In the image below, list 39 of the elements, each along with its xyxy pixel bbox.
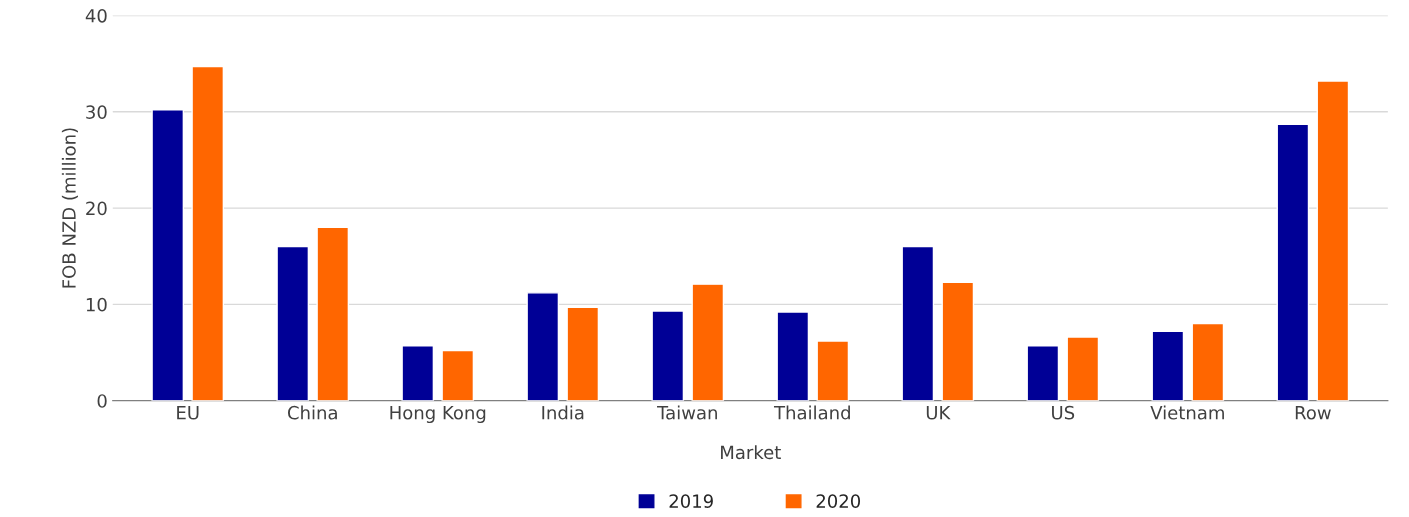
bar [651,310,685,401]
bar [941,281,975,401]
bar [191,65,225,401]
x-tick-label: EU [177,406,199,420]
x-tick-label: Hong Kong [390,406,486,424]
bar [151,109,185,401]
y-tick-label: 10 [86,297,107,312]
y-axis-title: FOB NZD (million) [61,128,78,288]
y-tick-label: 0 [97,394,107,408]
x-tick-label: Thailand [773,405,850,420]
bar [816,340,850,401]
bar [276,245,310,401]
y-tick-label: 40 [85,8,107,23]
bar [526,292,560,401]
x-tick-label: Vietnam [1150,405,1224,420]
x-tick-label: China [287,405,337,420]
x-tick-label: India [542,405,584,420]
legend-label: 2020 [816,494,861,508]
bar [691,283,725,401]
bar [1276,123,1310,401]
x-tick-label: Taiwan [657,405,717,420]
x-tick-label: Row [1295,406,1331,420]
bar [441,349,475,401]
x-axis-title: Market [721,445,781,460]
bar [1026,345,1060,401]
bar [316,226,350,401]
bar [1151,330,1185,401]
legend-label: 2019 [669,494,713,508]
bar [401,345,435,401]
x-tick-label: US [1052,405,1075,420]
y-tick-label: 30 [86,105,107,119]
x-tick-label: UK [926,406,951,420]
bar [566,306,600,401]
bar [1066,336,1100,401]
y-tick-label: 20 [86,201,107,216]
bar [1316,80,1350,401]
bar [776,311,810,401]
bar [901,245,935,401]
bar [1191,322,1225,401]
